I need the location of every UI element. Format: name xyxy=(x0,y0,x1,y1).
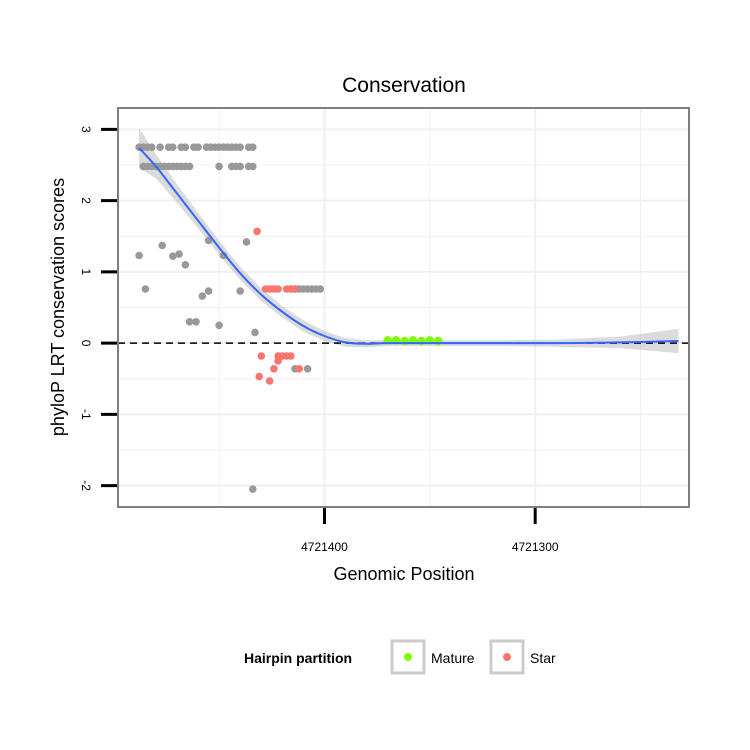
data-point-other xyxy=(192,318,200,326)
data-point-other xyxy=(236,287,244,295)
legend-swatch-mature xyxy=(404,653,412,661)
data-point-other xyxy=(169,252,177,260)
data-point-other xyxy=(249,162,257,171)
data-point-star xyxy=(265,377,274,385)
data-point-other xyxy=(242,238,251,246)
data-point-other xyxy=(141,285,150,293)
data-point-other xyxy=(215,162,223,171)
legend: Hairpin partition Mature Star xyxy=(244,639,556,675)
data-point-other xyxy=(169,143,177,151)
data-point-other xyxy=(204,287,213,295)
data-point-other xyxy=(156,143,164,151)
smooth-curve xyxy=(138,147,679,345)
data-point-other xyxy=(215,321,223,330)
x-axis-title: Genomic Position xyxy=(333,564,474,584)
data-point-star xyxy=(255,372,263,381)
data-point-star xyxy=(291,285,299,293)
data-point-other xyxy=(185,318,194,326)
data-point-other xyxy=(147,143,156,151)
chart-title: Conservation xyxy=(342,74,466,97)
confidence-ribbon xyxy=(139,127,679,354)
confidence-ribbon-layer xyxy=(139,127,679,354)
axes: 3 2 1 0 -1 -2 4721400 4721300 xyxy=(79,126,559,554)
data-point-other xyxy=(198,292,207,300)
data-point-star xyxy=(274,285,282,293)
grid-lines xyxy=(118,108,689,507)
legend-label-star: Star xyxy=(530,650,556,666)
data-point-other xyxy=(204,236,213,245)
y-tick-label: -2 xyxy=(79,480,93,491)
plot-panel-border xyxy=(117,107,690,508)
data-point-other xyxy=(185,162,194,171)
y-tick-label: -1 xyxy=(79,409,93,420)
y-axis-title: phyloP LRT conservation scores xyxy=(48,178,68,436)
data-point-other xyxy=(219,251,228,260)
data-point-star xyxy=(253,227,261,236)
data-point-star xyxy=(274,357,282,365)
smooth-curve-layer xyxy=(138,147,679,345)
data-point-star xyxy=(270,365,278,373)
data-point-star xyxy=(287,352,295,360)
legend-title: Hairpin partition xyxy=(244,650,352,666)
data-point-other xyxy=(316,285,325,293)
y-tick-label: 0 xyxy=(79,340,93,347)
data-point-other xyxy=(303,365,312,373)
data-point-other xyxy=(194,143,202,151)
legend-label-mature: Mature xyxy=(431,650,475,666)
legend-key-mature xyxy=(390,639,426,675)
data-point-other xyxy=(236,143,244,151)
data-point-other xyxy=(135,251,143,260)
y-tick-label: 3 xyxy=(79,126,93,133)
data-points xyxy=(135,143,443,494)
data-point-other xyxy=(181,261,190,269)
data-point-star xyxy=(257,352,266,360)
data-point-other xyxy=(249,143,257,151)
data-point-other xyxy=(175,250,183,258)
x-tick-label: 4721300 xyxy=(512,540,559,554)
data-point-other xyxy=(251,328,259,337)
data-point-other xyxy=(236,162,244,171)
y-tick-label: 2 xyxy=(79,197,93,204)
y-tick-label: 1 xyxy=(79,269,93,276)
data-point-other xyxy=(249,485,257,494)
data-point-star xyxy=(295,365,304,373)
legend-swatch-star xyxy=(503,653,511,661)
data-point-other xyxy=(158,241,166,250)
data-point-other xyxy=(181,143,190,151)
x-tick-label: 4721400 xyxy=(301,540,348,554)
